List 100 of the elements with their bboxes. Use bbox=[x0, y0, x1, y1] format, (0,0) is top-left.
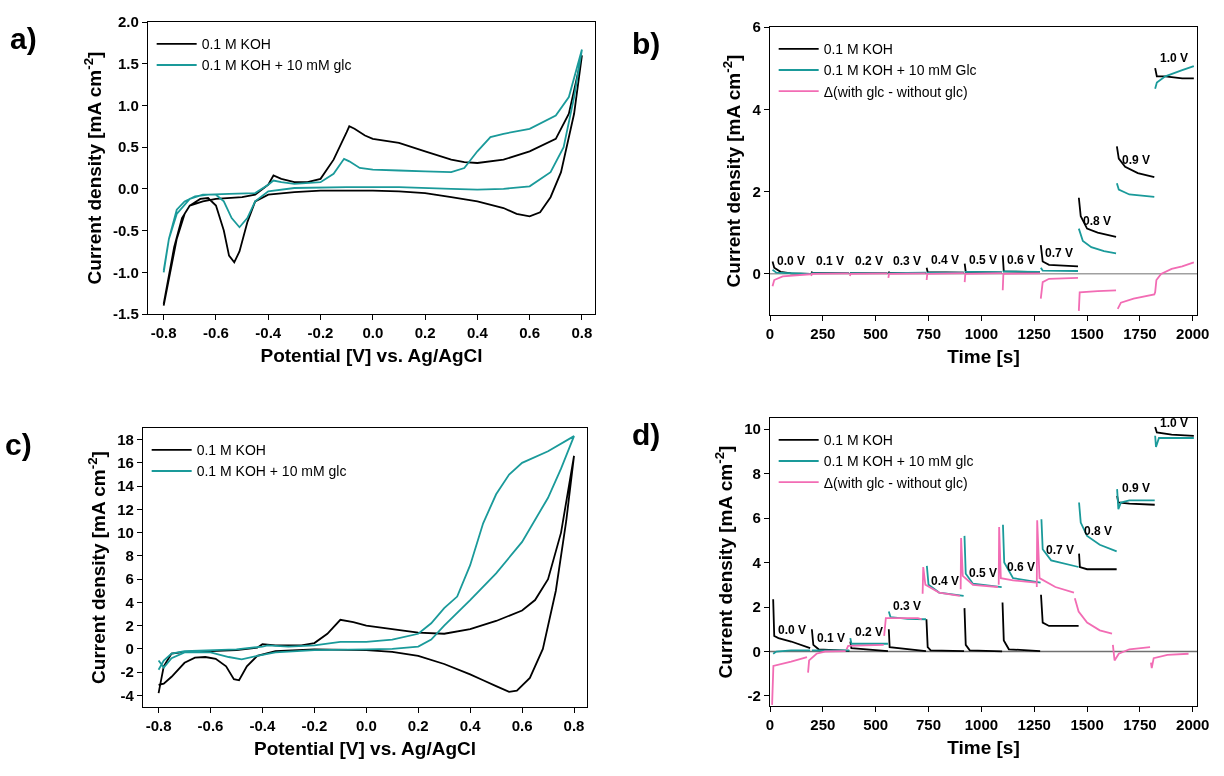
x-tick-label: 500 bbox=[863, 325, 889, 343]
x-tick-label: -0.2 bbox=[307, 324, 334, 342]
y-tick-label: 6 bbox=[752, 509, 761, 527]
x-tick-label: -0.6 bbox=[197, 717, 224, 735]
y-tick-label: 6 bbox=[125, 570, 134, 588]
annotation: 0.4 V bbox=[931, 574, 960, 588]
x-tick-label: 500 bbox=[863, 716, 889, 734]
y-tick-label: 6 bbox=[752, 18, 761, 36]
x-axis-title: Time [s] bbox=[947, 736, 1020, 758]
y-tick-label: 10 bbox=[744, 420, 761, 438]
x-tick-label: 1250 bbox=[1017, 716, 1051, 734]
legend-label: 0.1 M KOH + 10 mM glc bbox=[201, 57, 352, 74]
annotation: 0.4 V bbox=[931, 253, 960, 267]
y-tick-label: -0.5 bbox=[112, 221, 139, 239]
y-tick-label: 0 bbox=[125, 640, 134, 658]
annotation: 0.5 V bbox=[969, 566, 998, 580]
x-tick-label: -0.8 bbox=[150, 324, 177, 342]
text: d) bbox=[632, 418, 661, 451]
x-tick-label: 0.4 bbox=[459, 717, 482, 735]
legend-label: 0.1 M KOH bbox=[823, 432, 893, 449]
y-tick-label: 2 bbox=[125, 616, 134, 634]
x-tick-label: 0.0 bbox=[362, 324, 384, 342]
x-tick-label: 0.2 bbox=[407, 717, 429, 735]
x-tick-label: 1500 bbox=[1070, 716, 1104, 734]
annotation: 0.3 V bbox=[893, 254, 922, 268]
x-tick-label: 0.6 bbox=[519, 324, 541, 342]
legend-label: Δ(with glc - without glc) bbox=[823, 474, 968, 491]
line-series bbox=[157, 435, 575, 671]
x-tick-label: 750 bbox=[916, 325, 942, 343]
annotation: 0.7 V bbox=[1045, 246, 1074, 260]
y-tick-label: 1.0 bbox=[117, 96, 139, 114]
annotation: 0.0 V bbox=[778, 623, 807, 637]
y-tick-label: 16 bbox=[117, 454, 134, 472]
annotation: 0.6 V bbox=[1007, 560, 1036, 574]
annotation: 0.5 V bbox=[969, 253, 998, 267]
x-tick-label: 0 bbox=[765, 716, 775, 734]
annotation: 0.6 V bbox=[1007, 253, 1036, 267]
x-tick-label: 0 bbox=[765, 325, 775, 343]
x-tick-label: 1750 bbox=[1123, 325, 1157, 343]
x-tick-label: 0.2 bbox=[414, 324, 436, 342]
y-tick-label: 0 bbox=[752, 265, 761, 283]
line-series bbox=[162, 54, 583, 307]
y-tick-label: 2.0 bbox=[117, 13, 139, 31]
y-tick-label: 4 bbox=[125, 593, 135, 611]
y-tick-label: 14 bbox=[117, 477, 135, 495]
line-series bbox=[162, 48, 583, 274]
annotation: 0.1 V bbox=[817, 631, 846, 645]
x-tick-label: 750 bbox=[916, 716, 942, 734]
x-tick-label: 0.8 bbox=[571, 324, 593, 342]
text: b) bbox=[632, 27, 661, 60]
y-tick-label: -2 bbox=[120, 663, 134, 681]
x-tick-label: 250 bbox=[810, 716, 836, 734]
x-tick-label: -0.4 bbox=[255, 324, 282, 342]
line-series bbox=[157, 455, 575, 694]
x-tick-label: 1750 bbox=[1123, 716, 1157, 734]
x-axis-title: Potential [V] vs. Ag/AgCl bbox=[260, 344, 483, 366]
y-tick-label: 4 bbox=[752, 553, 762, 571]
y-tick-label: 2 bbox=[752, 598, 761, 616]
y-tick-label: 12 bbox=[117, 500, 134, 518]
y-tick-label: 1.5 bbox=[117, 54, 139, 72]
text: c) bbox=[5, 428, 32, 461]
annotation: 0.9 V bbox=[1122, 481, 1151, 495]
x-tick-label: 1000 bbox=[964, 325, 999, 343]
legend-label: Δ(with glc - without glc) bbox=[823, 83, 968, 100]
x-tick-label: 0.6 bbox=[511, 717, 533, 735]
annotation: 0.8 V bbox=[1083, 214, 1112, 228]
x-tick-label: -0.2 bbox=[301, 717, 328, 735]
x-tick-label: 0.8 bbox=[563, 717, 585, 735]
x-axis-title: Time [s] bbox=[947, 345, 1020, 367]
y-tick-label: 18 bbox=[117, 430, 134, 448]
x-tick-label: 2000 bbox=[1176, 716, 1210, 734]
legend-label: 0.1 M KOH + 10 mM glc bbox=[823, 453, 974, 470]
y-tick-label: 0.0 bbox=[117, 180, 139, 198]
x-tick-label: -0.4 bbox=[249, 717, 277, 735]
y-tick-label: 10 bbox=[117, 523, 134, 541]
x-tick-label: 0.0 bbox=[355, 717, 377, 735]
legend-label: 0.1 M KOH + 10 mM Glc bbox=[823, 62, 977, 79]
y-tick-label: -1.5 bbox=[112, 305, 139, 323]
y-tick-label: 0.5 bbox=[117, 138, 139, 156]
x-tick-label: 250 bbox=[810, 325, 836, 343]
x-tick-label: -0.6 bbox=[203, 324, 229, 342]
legend-label: 0.1 M KOH bbox=[196, 442, 266, 459]
y-tick-label: -2 bbox=[747, 687, 761, 705]
x-tick-label: 2000 bbox=[1176, 325, 1210, 343]
legend-label: 0.1 M KOH bbox=[201, 36, 271, 53]
y-tick-label: 0 bbox=[752, 642, 761, 660]
y-tick-label: -1.0 bbox=[112, 263, 139, 281]
x-tick-label: -0.8 bbox=[145, 717, 172, 735]
y-tick-label: 8 bbox=[752, 464, 761, 482]
y-tick-label: 2 bbox=[752, 182, 761, 200]
annotation: 0.3 V bbox=[893, 599, 922, 613]
annotation: 1.0 V bbox=[1160, 416, 1189, 430]
annotation: 0.9 V bbox=[1122, 153, 1151, 167]
annotation: 0.2 V bbox=[855, 254, 884, 268]
legend-label: 0.1 M KOH bbox=[823, 41, 893, 58]
y-tick-label: -4 bbox=[120, 686, 135, 704]
y-tick-label: 4 bbox=[752, 100, 762, 118]
x-tick-label: 0.4 bbox=[466, 324, 489, 342]
y-tick-label: 8 bbox=[125, 547, 134, 565]
annotation: 0.2 V bbox=[855, 625, 884, 639]
